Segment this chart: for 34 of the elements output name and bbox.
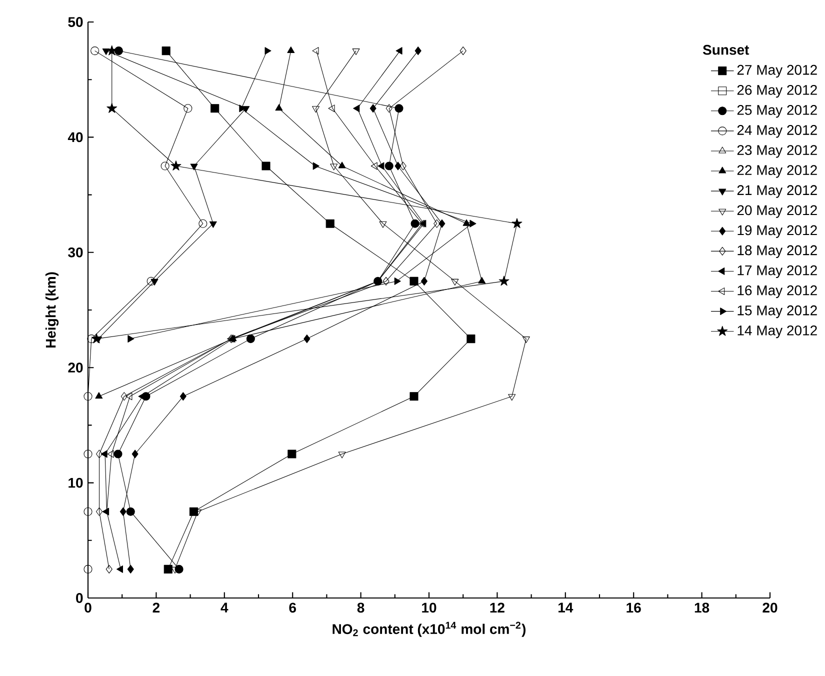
y-tick-label: 0 <box>76 593 83 603</box>
legend-label: 18 May 2012 <box>738 245 817 258</box>
y-tick-label: 20 <box>68 362 83 373</box>
x-tick-label: 10 <box>422 602 436 613</box>
legend-label: 20 May 2012 <box>737 205 817 218</box>
legend-label: 24 May 2012 <box>737 125 817 138</box>
x-tick-label: 16 <box>626 602 641 613</box>
legend-label: 17 May 2012 <box>738 265 817 278</box>
y-tick-label: 10 <box>68 478 83 488</box>
x-tick-label: 0 <box>84 602 92 613</box>
x-axis-title: NO$_{2}$ content (x10$^{14}$ mol cm$^{−2}$) <box>332 622 526 637</box>
x-tick-label: 4 <box>220 602 228 612</box>
x-tick-label: 20 <box>762 602 778 613</box>
x-tick-label: 8 <box>357 602 364 613</box>
legend-label: 15 May 2012 <box>738 305 817 318</box>
x-tick-label: 18 <box>694 602 710 613</box>
legend-title: Sunset <box>702 44 750 55</box>
x-tick-label: 6 <box>289 602 296 613</box>
x-tick-label: 2 <box>152 602 160 612</box>
legend-label: 26 May 2012 <box>737 84 817 98</box>
y-tick-label: 50 <box>68 17 83 27</box>
legend-label: 21 May 2012 <box>737 185 817 198</box>
legend-label: 27 May 2012 <box>737 64 817 78</box>
legend-label: 25 May 2012 <box>737 105 817 118</box>
legend-label: 23 May 2012 <box>737 145 817 158</box>
legend-label: 16 May 2012 <box>738 285 817 298</box>
x-tick-label: 14 <box>558 602 574 612</box>
y-tick-label: 30 <box>68 247 83 258</box>
y-axis-title: Height (km) <box>45 272 59 348</box>
y-tick-label: 40 <box>68 132 83 142</box>
x-tick-label: 12 <box>490 602 504 612</box>
legend-label: 22 May 2012 <box>737 165 817 178</box>
legend-label: 19 May 2012 <box>738 225 817 238</box>
legend-label: 14 May 2012 <box>738 325 817 338</box>
